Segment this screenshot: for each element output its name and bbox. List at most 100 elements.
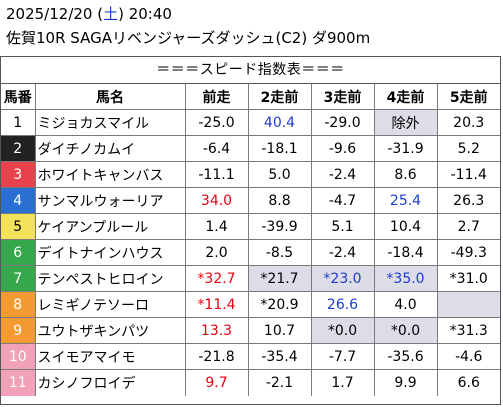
horse-number: 2: [1, 135, 36, 162]
horse-number: 6: [1, 239, 36, 266]
speed-index-value: 40.4: [247, 109, 312, 136]
speed-index-value: -2.1: [247, 369, 312, 396]
horse-name: ユウトザキンパツ: [34, 317, 186, 344]
speed-index-value: 8.6: [373, 161, 438, 188]
horse-number: 3: [1, 161, 36, 188]
column-header: 2走前: [247, 83, 312, 110]
column-header: 3走前: [310, 83, 375, 110]
table-header-row: 馬番 馬名 前走 2走前 3走前 4走前 5走前: [1, 83, 500, 110]
horse-number: 1: [1, 109, 36, 136]
speed-index-value: -11.1: [184, 161, 249, 188]
horse-number: 4: [1, 187, 36, 214]
speed-index-value: *11.4: [184, 291, 249, 318]
speed-index-value: -9.6: [310, 135, 375, 162]
speed-index-value: 1.4: [184, 213, 249, 240]
horse-number: 7: [1, 265, 36, 292]
horse-name: ホワイトキャンバス: [34, 161, 186, 188]
speed-index-value: -18.4: [373, 239, 438, 266]
horse-name: カシノフロイデ: [34, 369, 186, 396]
table-row: 1 ミジョカスマイル -25.0 40.4 -29.0 除外 20.3: [1, 109, 500, 136]
speed-index-value: 5.2: [436, 135, 500, 162]
speed-index-value: 除外: [373, 109, 438, 136]
race-weekday: 土: [103, 5, 119, 23]
speed-index-value: *32.7: [184, 265, 249, 292]
speed-index-value: -35.4: [247, 343, 312, 370]
speed-index-value: 10.7: [247, 317, 312, 344]
speed-index-value: 20.3: [436, 109, 500, 136]
speed-index-value: -8.5: [247, 239, 312, 266]
speed-index-value: -29.0: [310, 109, 375, 136]
speed-index-value: 2.7: [436, 213, 500, 240]
race-date: 2025/12/20 (: [6, 5, 104, 23]
speed-index-value: -35.6: [373, 343, 438, 370]
table-row: 3 ホワイトキャンバス -11.1 5.0 -2.4 8.6 -11.4: [1, 161, 500, 188]
speed-index-value: -4.6: [436, 343, 500, 370]
speed-index-value: 26.6: [310, 291, 375, 318]
speed-index-value: 6.6: [436, 369, 500, 396]
horse-name: ダイチノカムイ: [34, 135, 186, 162]
table-row: 4 サンマルウォーリア 34.0 8.8 -4.7 25.4 26.3: [1, 187, 500, 214]
horse-number: 11: [1, 369, 36, 396]
horse-name: ケイアンプルール: [34, 213, 186, 240]
speed-index-value: 34.0: [184, 187, 249, 214]
speed-index-value: -18.1: [247, 135, 312, 162]
speed-index-value: 26.3: [436, 187, 500, 214]
race-time: ) 20:40: [118, 5, 172, 23]
speed-index-value: *31.0: [436, 265, 500, 292]
column-header: 馬番: [1, 83, 36, 110]
column-header: 4走前: [373, 83, 438, 110]
horse-number: 10: [1, 343, 36, 370]
speed-index-value: *20.9: [247, 291, 312, 318]
horse-name: デイトナインハウス: [34, 239, 186, 266]
speed-index-value: 9.9: [373, 369, 438, 396]
speed-index-value: -25.0: [184, 109, 249, 136]
speed-index-value: -4.7: [310, 187, 375, 214]
speed-index-value: *31.3: [436, 317, 500, 344]
table-row: 2 ダイチノカムイ -6.4 -18.1 -9.6 -31.9 5.2: [1, 135, 500, 162]
horse-number: 9: [1, 317, 36, 344]
speed-index-value: 8.8: [247, 187, 312, 214]
speed-index-value: 4.0: [373, 291, 438, 318]
speed-index-value: 5.1: [310, 213, 375, 240]
speed-index-value: -2.4: [310, 239, 375, 266]
table-row: 9 ユウトザキンパツ 13.3 10.7 *0.0 *0.0 *31.3: [1, 317, 500, 344]
speed-index-value: *23.0: [310, 265, 375, 292]
column-header: 前走: [184, 83, 249, 110]
speed-index-value: 5.0: [247, 161, 312, 188]
speed-index-value: -31.9: [373, 135, 438, 162]
speed-index-table: 馬番 馬名 前走 2走前 3走前 4走前 5走前 1 ミジョカスマイル -25.0 40.4 -29…: [1, 83, 500, 396]
horse-name: スイモアマイモ: [34, 343, 186, 370]
horse-name: レミギノテソーロ: [34, 291, 186, 318]
table-row: 5 ケイアンプルール 1.4 -39.9 5.1 10.4 2.7: [1, 213, 500, 240]
column-header: 馬名: [34, 83, 186, 110]
speed-index-value: *0.0: [373, 317, 438, 344]
speed-index-value: *21.7: [247, 265, 312, 292]
speed-index-value: -11.4: [436, 161, 500, 188]
speed-index-value: 2.0: [184, 239, 249, 266]
race-title: 佐賀10R SAGAリベンジャーズダッシュ(C2) ダ900m: [6, 29, 371, 47]
speed-index-value: -2.4: [310, 161, 375, 188]
speed-index-value: *35.0: [373, 265, 438, 292]
speed-index-panel: ＝＝＝スピード指数表＝＝＝ 馬番 馬名 前走 2走前 3走前 4走前 5走前 1 ミジョカスマ…: [0, 56, 501, 405]
speed-index-value: -6.4: [184, 135, 249, 162]
table-title: ＝＝＝スピード指数表＝＝＝: [156, 62, 345, 78]
speed-index-value: -49.3: [436, 239, 500, 266]
speed-index-value: 10.4: [373, 213, 438, 240]
horse-number: 8: [1, 291, 36, 318]
race-datetime: 2025/12/20 (土) 20:40: [6, 4, 172, 24]
speed-index-value: [436, 291, 500, 318]
speed-index-value: -39.9: [247, 213, 312, 240]
table-row: 8 レミギノテソーロ *11.4 *20.9 26.6 4.0: [1, 291, 500, 318]
table-row: 11 カシノフロイデ 9.7 -2.1 1.7 9.9 6.6: [1, 369, 500, 396]
horse-name: サンマルウォーリア: [34, 187, 186, 214]
speed-index-value: -21.8: [184, 343, 249, 370]
speed-index-value: 13.3: [184, 317, 249, 344]
table-row: 7 テンペストヒロイン *32.7 *21.7 *23.0 *35.0 *31.0: [1, 265, 500, 292]
speed-index-value: *0.0: [310, 317, 375, 344]
speed-index-value: 1.7: [310, 369, 375, 396]
horse-number: 5: [1, 213, 36, 240]
column-header: 5走前: [436, 83, 500, 110]
table-row: 10 スイモアマイモ -21.8 -35.4 -7.7 -35.6 -4.6: [1, 343, 500, 370]
speed-index-value: -7.7: [310, 343, 375, 370]
speed-index-value: 9.7: [184, 369, 249, 396]
